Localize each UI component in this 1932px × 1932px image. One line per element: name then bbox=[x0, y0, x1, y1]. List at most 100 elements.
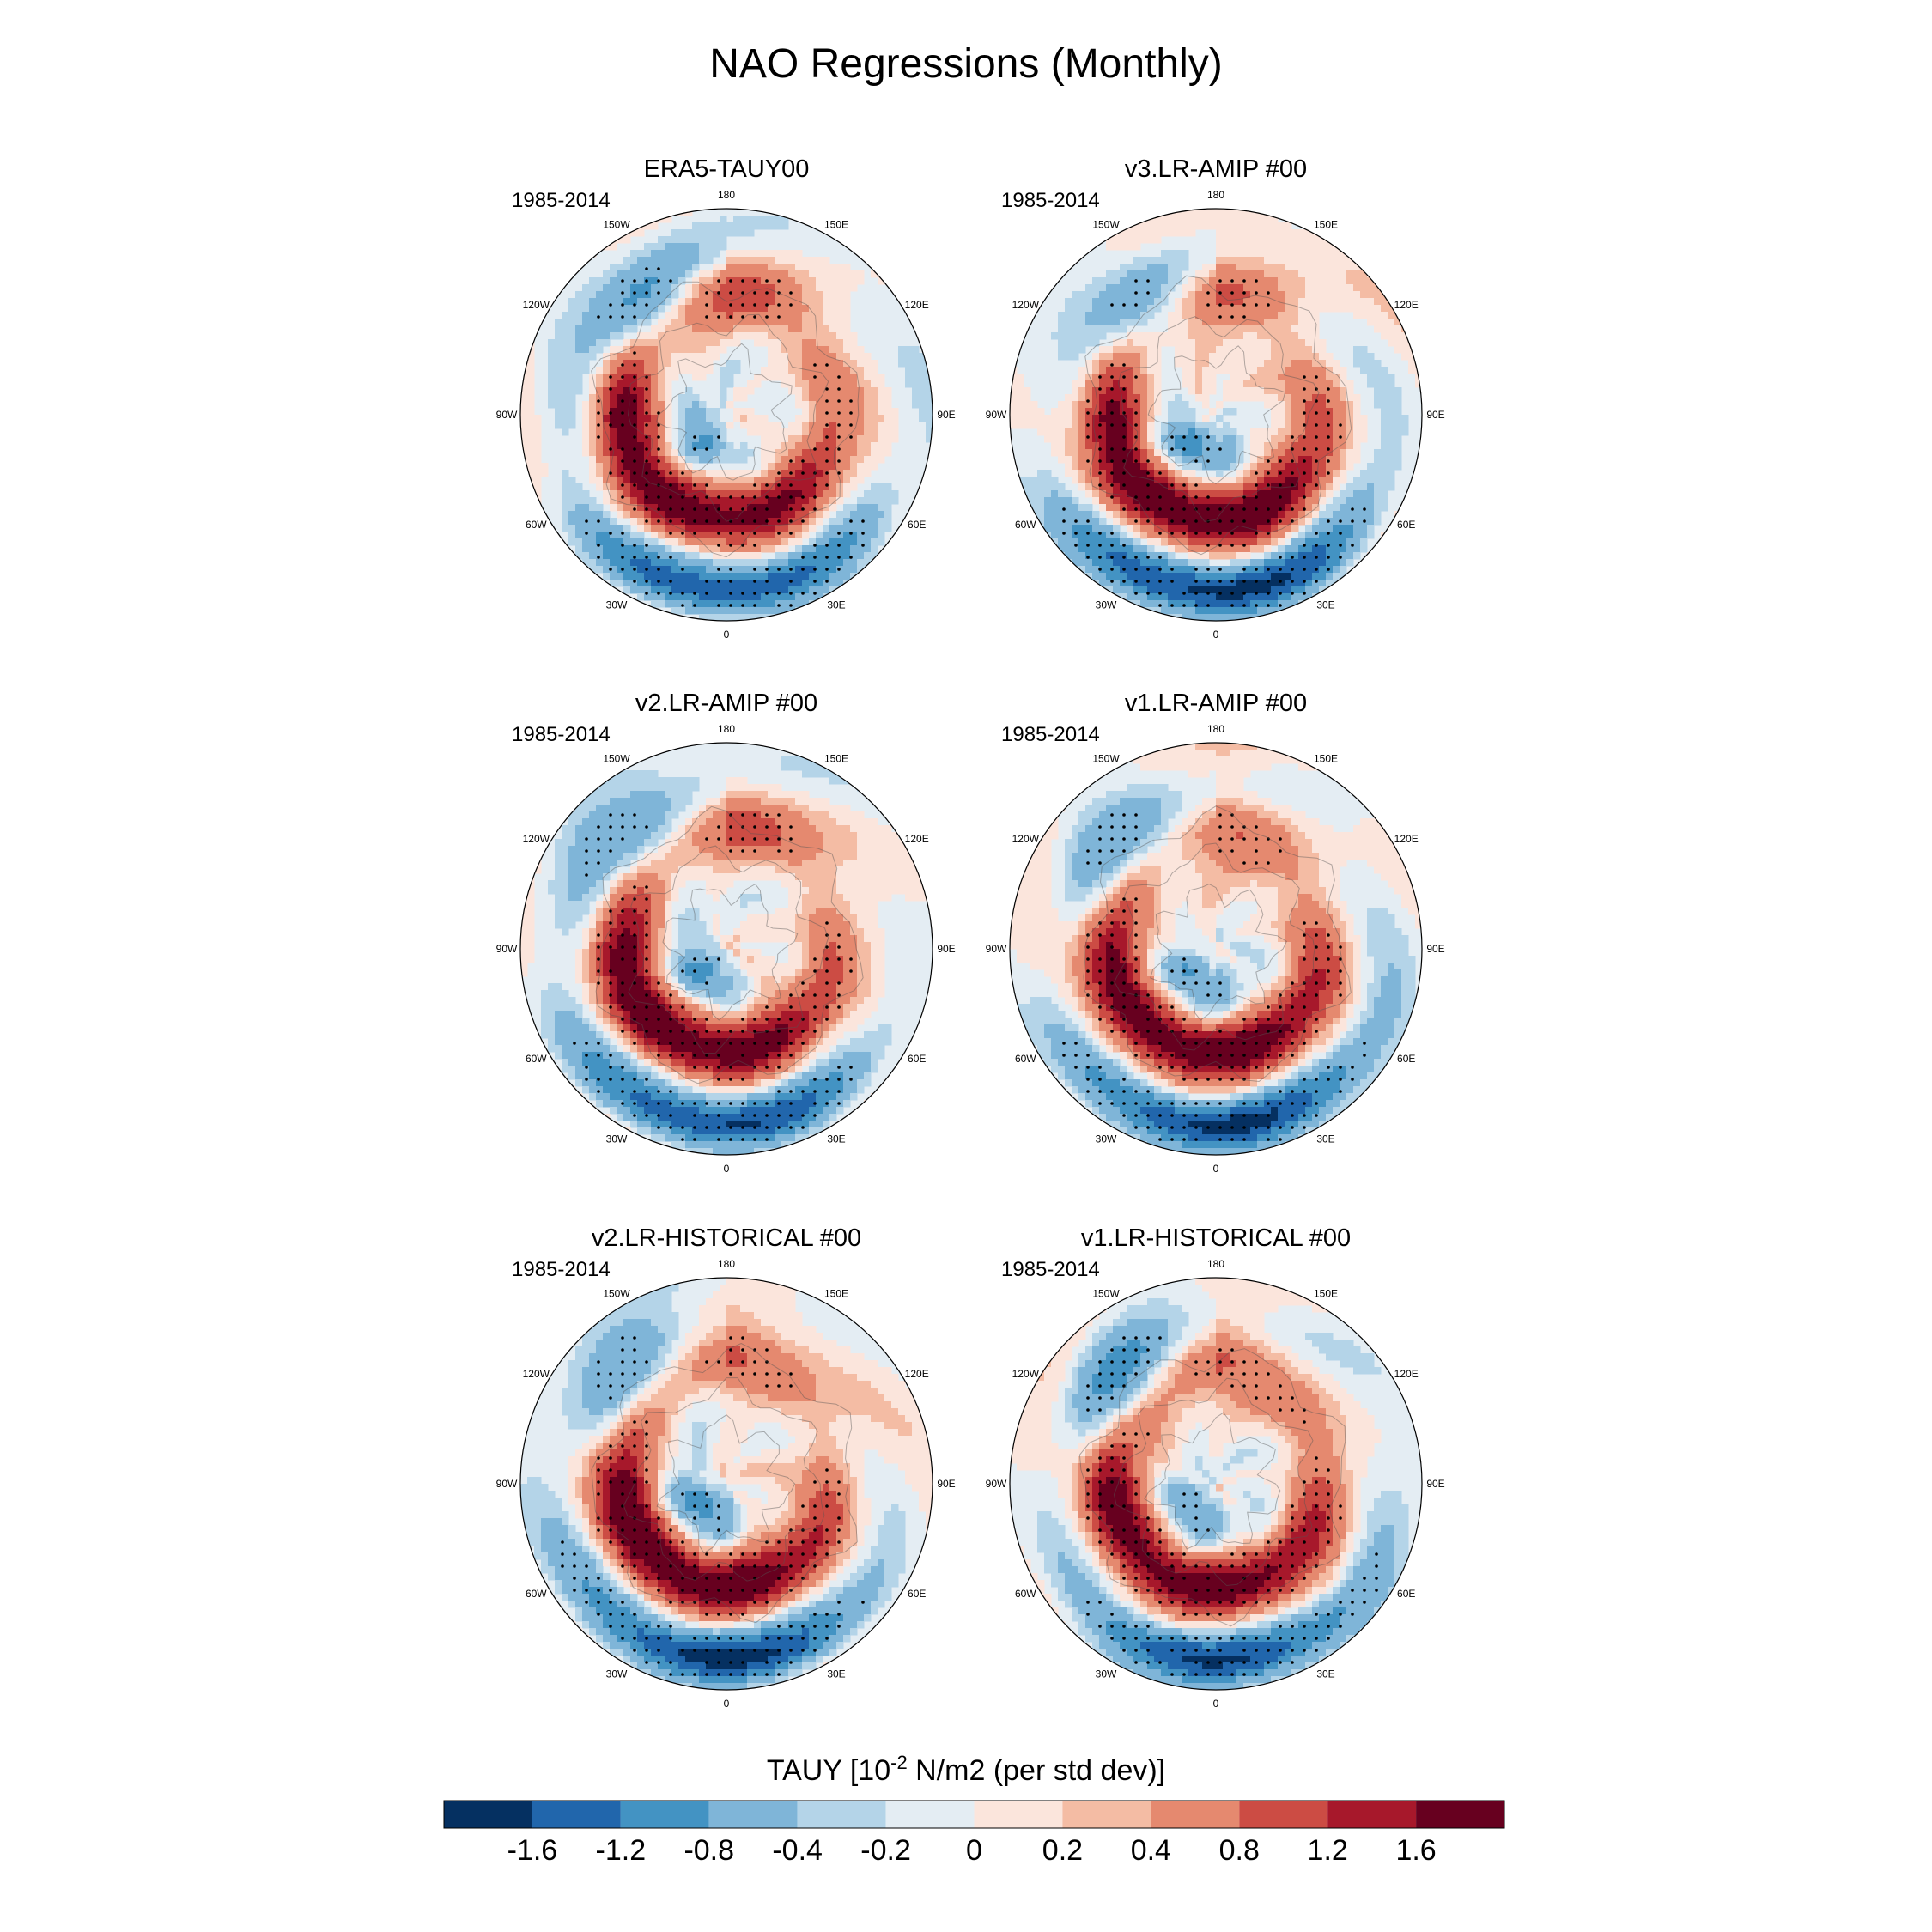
field-cell bbox=[1305, 470, 1313, 477]
field-cell bbox=[1271, 525, 1279, 532]
field-cell bbox=[1182, 380, 1189, 388]
field-cell bbox=[1099, 566, 1107, 574]
field-cell bbox=[1360, 270, 1368, 278]
field-cell bbox=[754, 477, 762, 484]
field-cell bbox=[802, 518, 810, 526]
field-cell bbox=[623, 511, 631, 519]
field-cell bbox=[568, 538, 576, 546]
field-cell bbox=[706, 600, 714, 608]
field-cell bbox=[678, 442, 686, 450]
field-cell bbox=[1278, 449, 1285, 457]
field-cell bbox=[1154, 387, 1162, 395]
field-cell bbox=[1223, 483, 1230, 491]
field-cell bbox=[1333, 270, 1340, 278]
field-cell bbox=[1298, 346, 1306, 354]
stipple-dot bbox=[597, 423, 600, 427]
field-cell bbox=[617, 573, 624, 580]
field-cell bbox=[637, 312, 645, 319]
stipple-dot bbox=[777, 303, 781, 307]
field-cell bbox=[864, 367, 872, 374]
stipple-dot bbox=[753, 568, 756, 571]
field-cell bbox=[1285, 593, 1292, 601]
field-cell bbox=[637, 284, 645, 292]
field-cell bbox=[1216, 401, 1224, 409]
field-cell bbox=[1353, 401, 1361, 409]
stipple-dot bbox=[609, 375, 612, 379]
field-cell bbox=[1051, 518, 1059, 526]
stipple-dot bbox=[681, 483, 684, 487]
field-cell bbox=[1044, 415, 1052, 422]
field-cell bbox=[1195, 367, 1203, 374]
field-cell bbox=[726, 449, 734, 457]
field-cell bbox=[610, 415, 617, 422]
field-cell bbox=[678, 325, 686, 333]
field-cell bbox=[610, 380, 617, 388]
field-cell bbox=[1147, 511, 1155, 519]
field-cell bbox=[548, 339, 556, 347]
field-cell bbox=[1113, 339, 1121, 347]
stipple-dot bbox=[693, 483, 696, 487]
field-cell bbox=[1202, 422, 1210, 429]
field-cell bbox=[1106, 580, 1114, 587]
field-cell bbox=[555, 422, 562, 429]
field-cell bbox=[1106, 490, 1114, 498]
field-cell bbox=[761, 449, 769, 457]
stipple-dot bbox=[825, 580, 829, 583]
field-cell bbox=[1133, 593, 1141, 601]
field-cell bbox=[568, 374, 576, 381]
field-cell bbox=[1264, 284, 1272, 292]
field-cell bbox=[809, 394, 817, 402]
field-cell bbox=[623, 346, 631, 354]
field-cell bbox=[740, 477, 748, 484]
field-cell bbox=[1154, 559, 1162, 567]
field-cell bbox=[768, 518, 775, 526]
field-cell bbox=[623, 284, 631, 292]
field-cell bbox=[829, 298, 837, 306]
stipple-dot bbox=[813, 483, 817, 487]
field-cell bbox=[637, 229, 645, 237]
field-cell bbox=[1291, 552, 1299, 560]
field-cell bbox=[575, 332, 583, 340]
field-cell bbox=[1312, 545, 1320, 553]
field-cell bbox=[603, 270, 611, 278]
field-cell bbox=[1285, 374, 1292, 381]
stipple-dot bbox=[645, 447, 648, 451]
field-cell bbox=[1099, 415, 1107, 422]
field-cell bbox=[1182, 401, 1189, 409]
field-cell bbox=[596, 394, 604, 402]
field-cell bbox=[1188, 497, 1196, 505]
field-cell bbox=[1140, 449, 1148, 457]
field-cell bbox=[857, 422, 865, 429]
field-cell bbox=[754, 586, 762, 594]
field-cell bbox=[1326, 243, 1334, 251]
field-cell bbox=[1298, 415, 1306, 422]
stipple-dot bbox=[777, 495, 781, 499]
field-cell bbox=[699, 291, 707, 299]
field-cell bbox=[836, 284, 844, 292]
field-cell bbox=[1298, 573, 1306, 580]
field-cell bbox=[1106, 470, 1114, 477]
field-cell bbox=[1202, 305, 1210, 313]
field-cell bbox=[1140, 428, 1148, 436]
field-cell bbox=[1188, 607, 1196, 615]
field-cell bbox=[1120, 504, 1127, 512]
field-cell bbox=[1161, 483, 1169, 491]
field-cell bbox=[1230, 222, 1237, 230]
field-cell bbox=[671, 580, 679, 587]
field-cell bbox=[1319, 463, 1327, 471]
field-cell bbox=[809, 401, 817, 409]
field-cell bbox=[1271, 360, 1279, 368]
field-cell bbox=[651, 415, 659, 422]
field-cell bbox=[1374, 284, 1382, 292]
field-cell bbox=[1051, 449, 1059, 457]
field-cell bbox=[1051, 477, 1059, 484]
field-cell bbox=[623, 312, 631, 319]
field-cell bbox=[761, 319, 769, 326]
field-cell bbox=[1230, 497, 1237, 505]
field-cell bbox=[788, 456, 796, 464]
field-cell bbox=[1243, 346, 1251, 354]
field-cell bbox=[610, 483, 617, 491]
field-cell bbox=[665, 367, 672, 374]
field-cell bbox=[1257, 428, 1265, 436]
field-cell bbox=[1078, 312, 1086, 319]
